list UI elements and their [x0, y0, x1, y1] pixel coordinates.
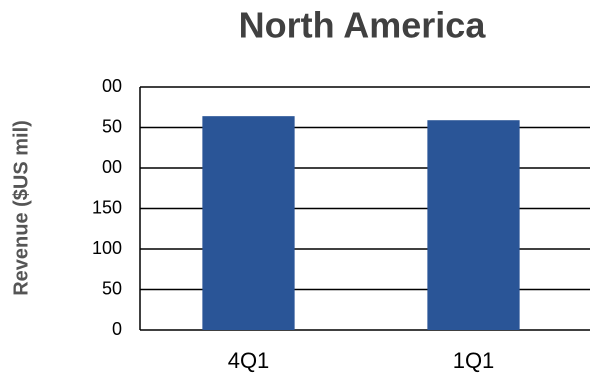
x-tick-label: 4Q1: [228, 348, 270, 373]
y-tick-label: 50: [102, 278, 122, 298]
y-tick-label: 50: [102, 116, 122, 136]
y-tick-label: 00: [102, 76, 122, 96]
x-tick-label: 1Q1: [453, 348, 495, 373]
y-tick-label: 100: [92, 238, 122, 258]
y-axis-label: Revenue ($US mil): [10, 120, 32, 296]
y-tick-label: 0: [112, 319, 122, 339]
y-tick-label: 150: [92, 197, 122, 217]
bar: [202, 116, 295, 330]
chart-title: North America: [239, 5, 487, 46]
bar: [427, 120, 520, 331]
y-tick-label: 00: [102, 157, 122, 177]
